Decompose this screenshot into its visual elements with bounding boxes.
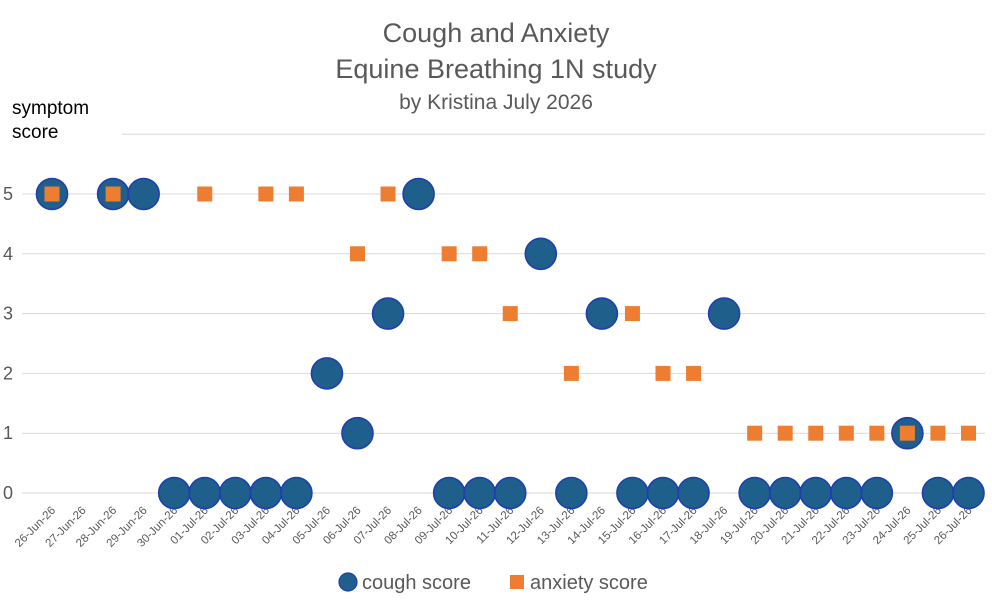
cough-score-point: [616, 476, 649, 510]
cough-score-point: [829, 476, 863, 510]
cough-score-point: [249, 476, 283, 510]
cough-score-point: [310, 357, 344, 390]
cough-score-point: [371, 297, 405, 330]
anxiety-score-point: [838, 425, 854, 441]
y-tick-label: 3: [3, 304, 13, 324]
chart-title-line-3: by Kristina July 2026: [399, 91, 593, 114]
cough-score-point: [707, 297, 741, 330]
cough-score-point: [402, 177, 435, 211]
anxiety-score-point: [502, 306, 518, 322]
y-axis-label-line-2: score: [12, 122, 58, 143]
cough-score-point: [646, 476, 680, 510]
series-marks: [35, 177, 985, 510]
chart-title-line-2: Equine Breathing 1N study: [335, 54, 657, 84]
legend-anxiety-marker: [510, 575, 524, 589]
y-axis-label-group: symptom score: [12, 98, 89, 143]
anxiety-score-point: [105, 186, 121, 202]
cough-score-point: [677, 476, 710, 510]
series-anxiety-score: [44, 186, 976, 441]
cough-score-point: [341, 416, 374, 450]
legend-cough-marker: [338, 572, 358, 592]
cough-score-point: [157, 476, 191, 510]
cough-score-point: [280, 476, 313, 510]
anxiety-score-point: [563, 365, 579, 381]
y-tick-label: 2: [3, 363, 13, 383]
cough-score-point: [555, 476, 588, 510]
x-tick-labels: 26-Jun-2627-Jun-2628-Jun-2629-Jun-2630-J…: [13, 505, 975, 550]
cough-score-point: [585, 297, 619, 330]
anxiety-score-point: [808, 425, 824, 441]
gridlines: [22, 133, 985, 494]
series-cough-score: [35, 177, 985, 510]
anxiety-score-point: [930, 425, 946, 441]
anxiety-score-point: [686, 365, 702, 381]
anxiety-score-point: [472, 246, 488, 262]
anxiety-score-point: [258, 186, 274, 202]
anxiety-score-point: [777, 425, 793, 441]
cough-score-point: [432, 476, 466, 510]
y-tick-label: 1: [3, 423, 13, 443]
cough-score-point: [799, 476, 833, 510]
chart-title-line-1: Cough and Anxiety: [383, 18, 610, 48]
y-tick-label: 5: [3, 184, 13, 204]
cough-score-point: [860, 476, 894, 510]
anxiety-score-point: [350, 246, 365, 262]
cough-score-point: [952, 476, 985, 510]
cough-score-point: [524, 237, 558, 271]
cough-score-point: [188, 476, 222, 510]
cough-score-point: [768, 476, 802, 510]
cough-score-point: [219, 476, 252, 510]
legend-anxiety-label: anxiety score: [530, 572, 648, 594]
cough-score-point: [463, 476, 497, 510]
y-tick-label: 4: [3, 244, 13, 264]
y-tick-label: 0: [3, 483, 13, 503]
anxiety-score-point: [899, 425, 915, 441]
anxiety-score-point: [961, 425, 976, 441]
y-tick-labels: 0 1 2 3 4 5: [3, 184, 13, 503]
anxiety-score-point: [197, 186, 213, 202]
cough-score-point: [921, 476, 955, 510]
cough-score-point: [127, 177, 160, 211]
anxiety-score-point: [44, 186, 60, 202]
anxiety-score-point: [380, 186, 396, 202]
anxiety-score-point: [624, 306, 640, 322]
legend: cough score anxiety score: [338, 572, 648, 594]
legend-cough-label: cough score: [362, 572, 471, 594]
y-axis-label-line-1: symptom: [12, 98, 89, 119]
anxiety-score-point: [441, 246, 457, 262]
anxiety-score-point: [869, 425, 885, 441]
cough-score-point: [738, 476, 771, 510]
anxiety-score-point: [747, 425, 763, 441]
anxiety-score-point: [288, 186, 304, 202]
chart-title-group: Cough and Anxiety Equine Breathing 1N stu…: [335, 18, 657, 114]
anxiety-score-point: [655, 365, 671, 381]
cough-score-point: [493, 476, 527, 510]
